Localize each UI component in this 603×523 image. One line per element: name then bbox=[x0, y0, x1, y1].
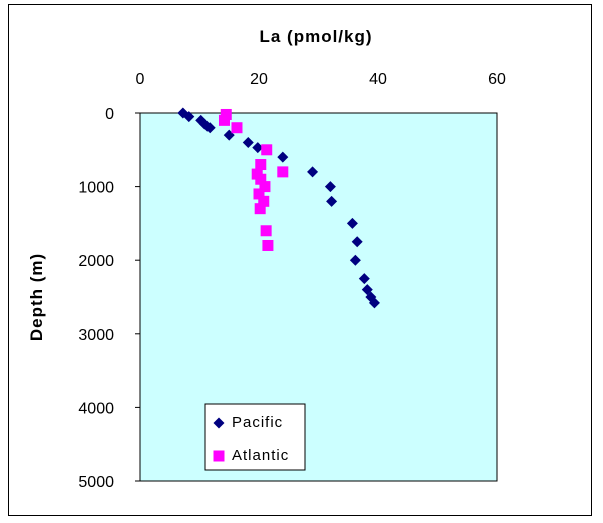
y-tick-label: 3000 bbox=[78, 327, 114, 344]
y-tick-label: 4000 bbox=[78, 400, 114, 417]
pacific-point bbox=[277, 151, 289, 163]
pacific-point bbox=[358, 273, 370, 285]
x-tick-label: 60 bbox=[488, 71, 506, 88]
atlantic-point bbox=[253, 188, 265, 200]
x-tick-label: 20 bbox=[250, 71, 268, 88]
y-tick-marks bbox=[135, 112, 140, 482]
atlantic-point bbox=[261, 144, 273, 156]
pacific-point bbox=[324, 181, 336, 193]
plot-area bbox=[139, 112, 498, 482]
atlantic-point bbox=[231, 122, 243, 134]
pacific-point bbox=[326, 195, 338, 207]
atlantic-point bbox=[255, 173, 267, 185]
x-tick-label: 40 bbox=[369, 71, 387, 88]
y-tick-label: 2000 bbox=[78, 253, 114, 270]
legend-items: Pacific Atlantic bbox=[213, 414, 289, 464]
x-tick-label: 0 bbox=[136, 71, 145, 88]
pacific-point bbox=[204, 122, 216, 134]
pacific-point bbox=[242, 136, 254, 148]
pacific-point bbox=[346, 217, 358, 229]
data-points bbox=[177, 107, 380, 309]
atlantic-point bbox=[220, 108, 232, 120]
atlantic-point bbox=[277, 166, 289, 178]
y-tick-labels: 0 1000 2000 3000 4000 5000 bbox=[78, 106, 114, 491]
atlantic-point bbox=[254, 203, 266, 215]
y-tick-label: 5000 bbox=[78, 474, 114, 491]
atlantic-point bbox=[258, 195, 270, 207]
y-tick-label: 0 bbox=[105, 106, 114, 123]
x-axis-title: La (pmol/kg) bbox=[259, 27, 372, 46]
legend: Pacific Atlantic bbox=[204, 403, 306, 471]
pacific-legend-marker bbox=[213, 417, 225, 429]
atlantic-legend-marker bbox=[213, 450, 225, 462]
x-tick-labels: 0 20 40 60 bbox=[136, 71, 506, 88]
pacific-legend-label: Pacific bbox=[232, 414, 283, 431]
y-tick-label: 1000 bbox=[78, 180, 114, 197]
atlantic-point bbox=[260, 225, 272, 237]
y-axis-title: Depth (m) bbox=[27, 253, 46, 341]
atlantic-point bbox=[259, 181, 271, 193]
pacific-point bbox=[307, 166, 319, 178]
atlantic-point bbox=[218, 114, 230, 126]
atlantic-point bbox=[262, 239, 274, 251]
pacific-point bbox=[183, 111, 195, 123]
atlantic-point bbox=[255, 159, 267, 171]
pacific-point bbox=[368, 297, 380, 309]
pacific-point bbox=[349, 254, 361, 266]
pacific-point bbox=[351, 236, 363, 248]
pacific-point bbox=[252, 142, 264, 154]
atlantic-legend-label: Atlantic bbox=[232, 447, 289, 464]
